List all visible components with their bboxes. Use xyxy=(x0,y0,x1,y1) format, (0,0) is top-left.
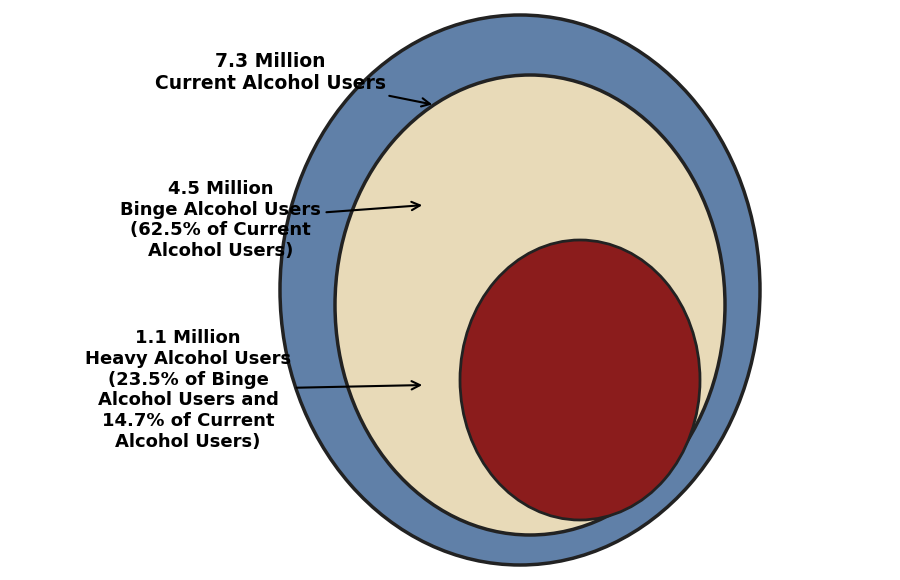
Ellipse shape xyxy=(280,15,760,565)
Ellipse shape xyxy=(335,75,725,535)
Text: 1.1 Million
Heavy Alcohol Users
(23.5% of Binge
Alcohol Users and
14.7% of Curre: 1.1 Million Heavy Alcohol Users (23.5% o… xyxy=(85,329,420,451)
Text: 4.5 Million
Binge Alcohol Users
(62.5% of Current
Alcohol Users): 4.5 Million Binge Alcohol Users (62.5% o… xyxy=(120,180,420,260)
Ellipse shape xyxy=(460,240,700,520)
Text: 7.3 Million
Current Alcohol Users: 7.3 Million Current Alcohol Users xyxy=(155,52,430,107)
